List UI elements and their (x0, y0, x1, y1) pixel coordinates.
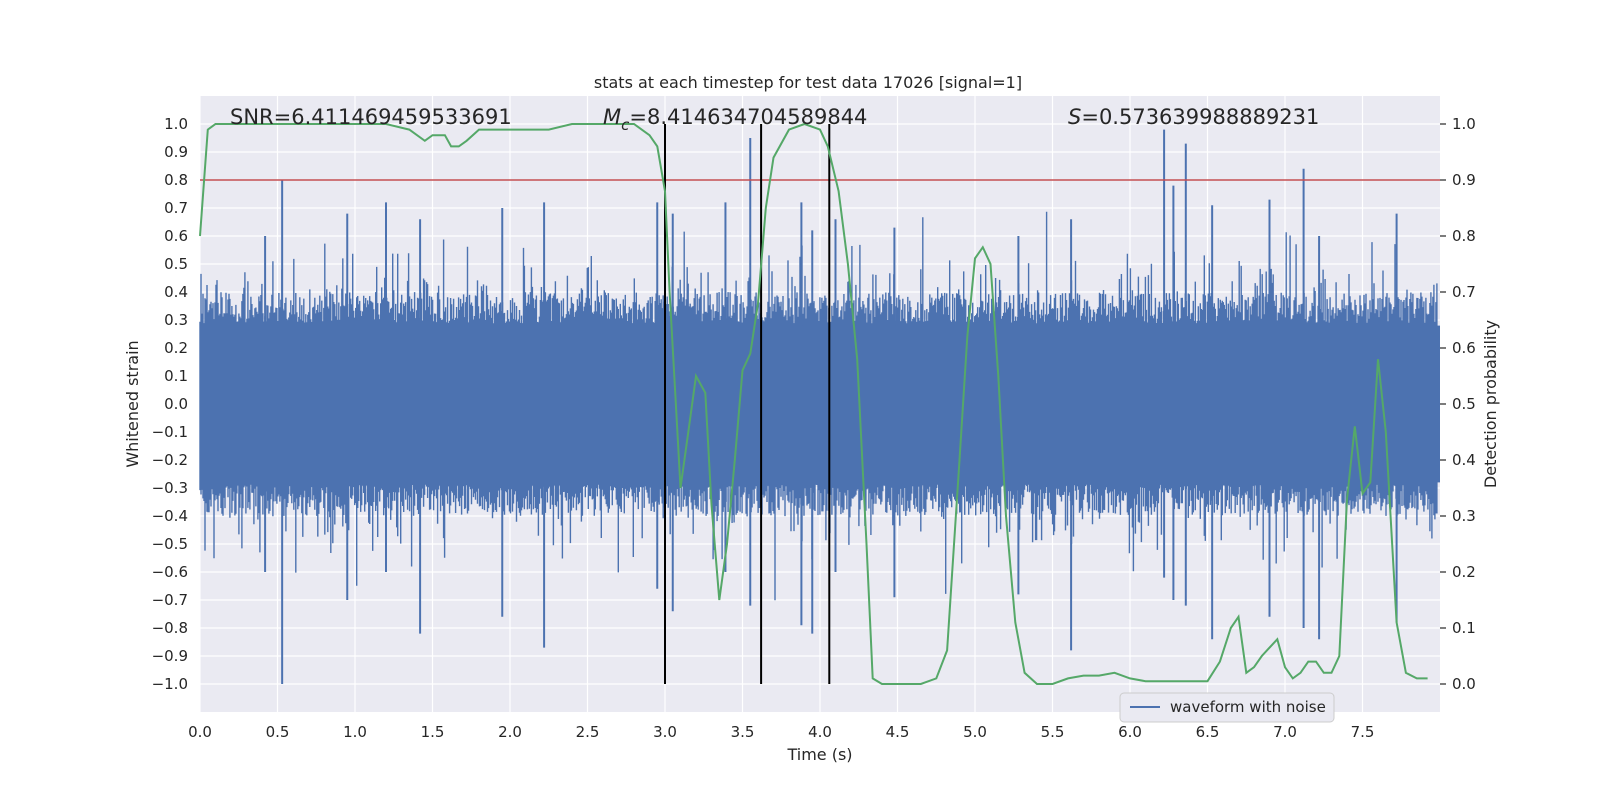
waveform-dense-core (200, 325, 1440, 483)
y-left-tick-label: 0.9 (164, 143, 188, 161)
x-tick-label: 5.5 (1041, 723, 1065, 741)
y-right-tick-label: 0.8 (1452, 227, 1476, 245)
chirp-mass-subscript: c (621, 116, 630, 134)
x-tick-label: 5.0 (963, 723, 987, 741)
s-value: =0.573639988889231 (1081, 105, 1319, 129)
chart-title: stats at each timestep for test data 170… (594, 73, 1022, 92)
probability-series (199, 122, 1428, 685)
waveform-series (199, 129, 1440, 684)
y-right-tick-label: 0.6 (1452, 339, 1476, 357)
y-right-tick-label: 0.7 (1452, 283, 1476, 301)
y-right-axis-label: Detection probability (1481, 320, 1500, 488)
s-annotation: S=0.573639988889231 (1068, 105, 1319, 129)
x-tick-label: 3.0 (653, 723, 677, 741)
y-left-axis-ticks: 1.0 0.9 0.8 0.7 0.6 0.5 0.4 0.3 0.2 0.1 0.0 −0.1 −0.… (152, 115, 188, 693)
x-tick-label: 3.5 (731, 723, 755, 741)
y-left-tick-label: −0.2 (152, 451, 188, 469)
legend-label: waveform with noise (1170, 698, 1326, 716)
x-tick-label: 7.0 (1273, 723, 1297, 741)
y-left-axis-label: Whitened strain (123, 340, 142, 467)
y-left-tick-label: −0.6 (152, 563, 188, 581)
vertical-markers (664, 124, 831, 684)
x-tick-label: 0.0 (188, 723, 212, 741)
y-left-tick-label: 0.2 (164, 339, 188, 357)
y-right-tick-label: 0.1 (1452, 619, 1476, 637)
y-left-tick-label: 0.1 (164, 367, 188, 385)
x-tick-label: 4.5 (886, 723, 910, 741)
x-axis-label: Time (s) (786, 745, 852, 764)
legend: waveform with noise (1119, 692, 1335, 723)
y-right-tick-label: 0.4 (1452, 451, 1476, 469)
y-right-tick-label: 1.0 (1452, 115, 1476, 133)
y-left-tick-label: −0.7 (152, 591, 188, 609)
y-left-tick-label: −0.4 (152, 507, 188, 525)
y-left-tick-label: 0.7 (164, 199, 188, 217)
y-right-tick-label: 0.5 (1452, 395, 1476, 413)
x-tick-label: 1.0 (343, 723, 367, 741)
y-left-tick-label: 0.5 (164, 255, 188, 273)
y-left-tick-label: −0.5 (152, 535, 188, 553)
y-left-tick-label: 0.8 (164, 171, 188, 189)
y-left-tick-label: 0.3 (164, 311, 188, 329)
y-right-tick-label: 0.3 (1452, 507, 1476, 525)
y-left-tick-label: 0.6 (164, 227, 188, 245)
chirp-mass-symbol: M (603, 105, 621, 129)
y-right-tick-label: 0.9 (1452, 171, 1476, 189)
chirp-mass-annotation: Mc=8.414634704589844 (603, 105, 867, 134)
y-left-tick-label: −0.3 (152, 479, 188, 497)
y-left-tick-label: −0.9 (152, 647, 188, 665)
legend-box (1119, 692, 1335, 723)
y-left-tick-label: 0.4 (164, 283, 188, 301)
x-tick-label: 6.0 (1118, 723, 1142, 741)
s-symbol: S (1068, 105, 1081, 129)
x-tick-label: 4.0 (808, 723, 832, 741)
x-tick-label: 2.0 (498, 723, 522, 741)
y-left-tick-label: 1.0 (164, 115, 188, 133)
snr-annotation: SNR=6.411469459533691 (230, 105, 512, 129)
y-right-tick-label: 0.2 (1452, 563, 1476, 581)
y-left-tick-label: 0.0 (164, 395, 188, 413)
y-right-tick-label: 0.0 (1452, 675, 1476, 693)
chirp-mass-value: =8.414634704589844 (629, 105, 867, 129)
x-axis-ticks: 0.0 0.5 1.0 1.5 2.0 2.5 3.0 3.5 4.0 4.5 5.0 5.5 6.0 6… (188, 723, 1374, 741)
x-tick-label: 6.5 (1196, 723, 1220, 741)
probability-line (199, 122, 1428, 685)
y-right-axis-ticks: 1.0 0.9 0.8 0.7 0.6 0.5 0.4 0.3 0.2 0.1 0.0 (1440, 115, 1476, 693)
y-left-tick-label: −0.1 (152, 423, 188, 441)
x-tick-label: 7.5 (1351, 723, 1375, 741)
x-tick-label: 1.5 (421, 723, 445, 741)
y-left-tick-label: −0.8 (152, 619, 188, 637)
x-tick-label: 2.5 (576, 723, 600, 741)
y-left-tick-label: −1.0 (152, 675, 188, 693)
x-tick-label: 0.5 (266, 723, 290, 741)
